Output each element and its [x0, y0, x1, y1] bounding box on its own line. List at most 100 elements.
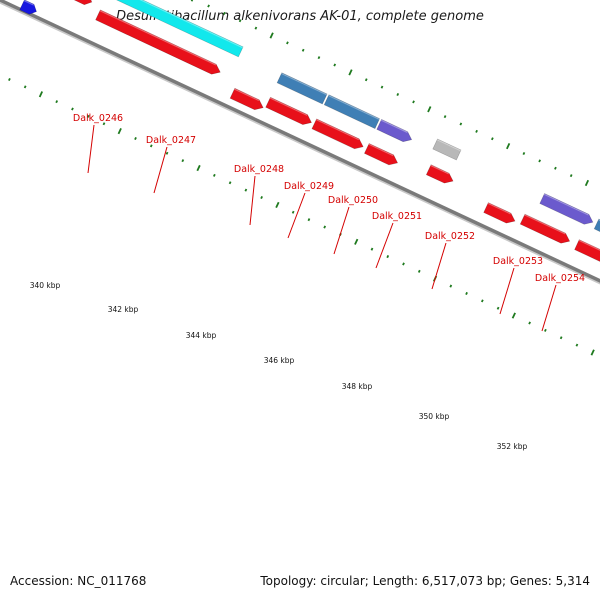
inner-tick	[165, 151, 169, 155]
cds-steel-block	[593, 218, 600, 232]
feature-highlight	[139, 0, 244, 49]
gene-label: Dalk_0250	[328, 195, 378, 206]
feature-highlight	[436, 139, 461, 152]
outer-tick	[491, 137, 494, 141]
leader-line	[287, 192, 306, 239]
accession-text: Accession: NC_011768	[10, 574, 147, 588]
outer-tick	[522, 151, 526, 156]
scale-label: 340 kbp	[30, 281, 61, 290]
feature-highlight	[315, 119, 360, 141]
feature-highlight	[430, 164, 449, 175]
feature-highlight	[99, 10, 217, 66]
outer-tick	[538, 159, 541, 163]
inner-tick	[511, 312, 516, 319]
inner-tick	[86, 114, 90, 118]
outer-tick	[317, 56, 321, 60]
leader-line	[249, 175, 256, 226]
outer-tick	[238, 19, 242, 23]
scale-label-group: 340 kbp 342 kbp 344 kbp 346 kbp 348 kbp 350 k…	[30, 281, 528, 451]
inner-tick	[260, 196, 263, 200]
inner-tick	[575, 343, 579, 347]
scale-label: 344 kbp	[186, 331, 217, 340]
leader-line	[499, 267, 515, 315]
feature-highlight	[578, 239, 600, 251]
gene-label: Dalk_0251	[372, 211, 422, 222]
cds-arrow	[229, 87, 264, 111]
inner-tick	[23, 85, 27, 89]
inner-tick	[181, 159, 185, 163]
inner-tick	[559, 336, 563, 340]
feature-highlight	[368, 143, 394, 157]
cds-purple-arrow	[376, 119, 413, 143]
cds-arrow	[73, 0, 93, 6]
inner-tick	[8, 77, 11, 82]
gene-label: Dalk_0246	[73, 113, 123, 124]
scale-label: 352 kbp	[497, 442, 528, 451]
leader-line	[431, 242, 447, 290]
genome-summary-text: Topology: circular; Length: 6,517,073 bp…	[260, 574, 590, 588]
inner-tick	[528, 321, 531, 325]
feature-highlight	[543, 193, 589, 216]
inner-tick	[323, 225, 327, 229]
inner-tick	[417, 269, 421, 273]
inner-tick	[370, 247, 374, 251]
inner-tick	[275, 201, 280, 209]
inner-tick	[449, 284, 453, 288]
gene-label: Dalk_0253	[493, 256, 543, 267]
feature-highlight	[269, 97, 308, 116]
outer-tick	[412, 100, 415, 104]
gene-label: Dalk_0248	[234, 164, 284, 175]
outer-tick	[286, 41, 289, 45]
inner-tick	[212, 173, 216, 177]
inner-tick	[291, 210, 295, 214]
outer-tick	[207, 4, 210, 8]
outer-tick	[380, 85, 384, 89]
outer-tick	[269, 32, 274, 39]
outer-tick	[443, 115, 447, 119]
inner-tick	[307, 218, 311, 222]
scale-label: 346 kbp	[264, 356, 295, 365]
genome-backbone	[0, 0, 600, 285]
outer-tick-ring	[190, 0, 590, 187]
leader-line	[541, 284, 557, 332]
inner-tick	[244, 188, 248, 192]
cds-blue-arrow	[19, 0, 37, 15]
inner-tick	[480, 299, 484, 303]
cds-arrow	[363, 143, 399, 166]
outer-tick	[190, 0, 194, 2]
cds-steel-block	[323, 94, 380, 129]
leader-line	[375, 222, 394, 269]
cds-steel-block	[276, 72, 328, 105]
outer-tick	[584, 179, 590, 187]
inner-tick	[386, 255, 390, 259]
gene-label: Dalk_0247	[146, 135, 196, 146]
leader-line	[87, 124, 95, 174]
inner-tick	[590, 349, 595, 356]
inner-tick	[228, 181, 232, 185]
outer-tick	[254, 26, 258, 30]
label-leader-lines	[87, 124, 557, 332]
feature-track	[19, 0, 600, 262]
inner-tick	[55, 100, 59, 104]
cds-arrow	[265, 96, 312, 125]
gene-label: Dalk_0254	[535, 273, 585, 284]
inner-tick-ring	[8, 77, 595, 356]
inner-tick	[102, 122, 106, 126]
feature-highlight	[524, 214, 566, 235]
outer-tick	[333, 63, 337, 67]
leader-line	[333, 206, 350, 255]
outer-tick	[223, 11, 226, 15]
map-title: Desulfatibacillum alkenivorans AK-01, co…	[116, 9, 484, 24]
cds-arrow	[519, 213, 571, 244]
inner-tick	[38, 91, 44, 98]
inner-tick	[544, 328, 547, 332]
inner-tick	[196, 164, 201, 172]
outer-tick	[506, 143, 511, 150]
outer-tick	[364, 78, 368, 82]
cds-gray-block	[432, 138, 462, 161]
feature-highlight	[234, 88, 260, 102]
scale-label: 342 kbp	[108, 305, 139, 314]
feature-highlight	[487, 202, 511, 215]
